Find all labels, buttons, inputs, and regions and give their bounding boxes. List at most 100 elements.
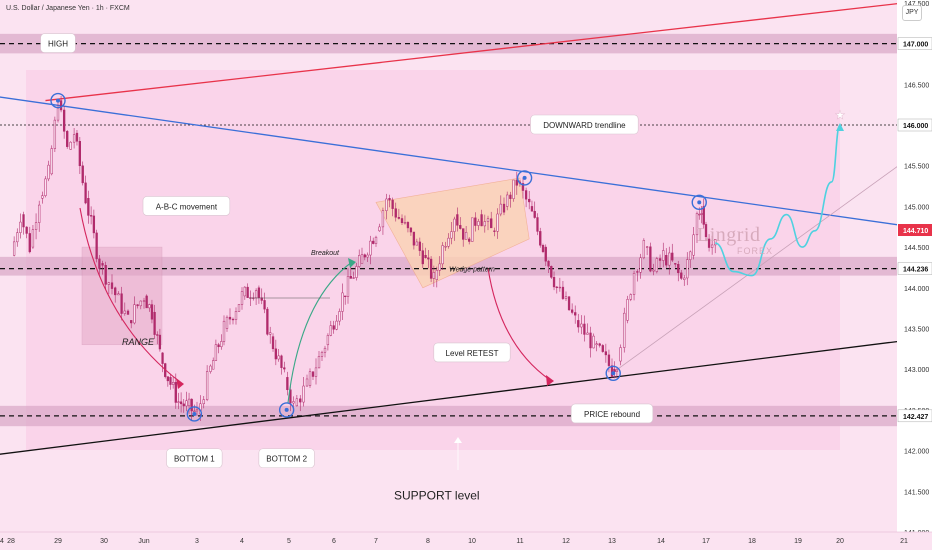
y-tick-label: 143.500 bbox=[904, 327, 929, 334]
candle-body bbox=[528, 198, 531, 203]
candle-body bbox=[182, 403, 185, 407]
candle-body bbox=[225, 316, 229, 329]
candle-body bbox=[366, 254, 369, 258]
candle-body bbox=[308, 371, 312, 386]
annotation: BOTTOM 2 bbox=[258, 448, 315, 469]
marker-dot bbox=[284, 407, 289, 412]
marker-circle bbox=[50, 92, 66, 109]
candle-body bbox=[418, 241, 421, 251]
candle-body bbox=[680, 272, 683, 279]
candle-body bbox=[671, 252, 674, 261]
candle-body bbox=[539, 231, 542, 246]
candle-body bbox=[707, 238, 711, 248]
candle-body bbox=[332, 325, 335, 330]
candle-body bbox=[369, 240, 372, 256]
candle-body bbox=[107, 282, 110, 285]
candle-body bbox=[25, 226, 28, 234]
candle-body bbox=[604, 351, 608, 356]
candle-body bbox=[561, 286, 565, 299]
logo-sub: FOREX bbox=[737, 246, 774, 256]
candle-body bbox=[533, 210, 536, 218]
x-tick-label: 17 bbox=[702, 538, 710, 545]
annotation-label: DOWNWARD trendline bbox=[543, 121, 626, 130]
retest-arrowhead bbox=[546, 375, 554, 386]
candle-body bbox=[397, 217, 401, 219]
candle-body bbox=[101, 263, 104, 266]
candle-body bbox=[391, 199, 394, 209]
candle-body bbox=[615, 369, 619, 372]
x-tick-label: 21 bbox=[900, 538, 908, 545]
candle-body bbox=[558, 286, 562, 289]
marker-circle bbox=[691, 194, 707, 211]
candle-body bbox=[69, 141, 72, 150]
annotation-label: Level RETEST bbox=[446, 349, 499, 358]
candle-body bbox=[16, 232, 19, 243]
candle-body bbox=[126, 310, 130, 315]
price-tag-box bbox=[898, 224, 932, 237]
candle-body bbox=[214, 344, 218, 361]
candle-body bbox=[530, 206, 534, 212]
candle-body bbox=[583, 323, 586, 335]
marker-circle bbox=[278, 402, 295, 418]
currency-button[interactable]: JPY bbox=[902, 5, 922, 21]
candle-body bbox=[689, 251, 692, 260]
candle-body bbox=[610, 365, 614, 377]
candle-body bbox=[506, 194, 509, 207]
candle-body bbox=[133, 304, 136, 324]
candle-body bbox=[260, 297, 263, 301]
candle-body bbox=[385, 198, 388, 211]
candle-body bbox=[580, 323, 583, 328]
price-zone bbox=[0, 33, 897, 54]
candle-body bbox=[462, 228, 465, 240]
candle-body bbox=[544, 246, 547, 262]
abc-arrowhead bbox=[176, 378, 184, 389]
x-tick-label: 11 bbox=[516, 538, 523, 545]
candle-body bbox=[378, 226, 381, 232]
marker-dot bbox=[522, 175, 527, 180]
candle-body bbox=[72, 134, 76, 143]
candle-body bbox=[266, 308, 269, 335]
candle-body bbox=[89, 215, 93, 217]
candle-body bbox=[409, 227, 413, 233]
candle-body bbox=[474, 217, 477, 226]
candle-body bbox=[220, 341, 223, 348]
trendline-downward bbox=[0, 96, 932, 231]
candle-body bbox=[335, 320, 338, 330]
candles bbox=[12, 95, 717, 422]
candle-body bbox=[632, 273, 636, 295]
candle-body bbox=[636, 271, 639, 273]
candle-body bbox=[329, 325, 332, 336]
price-tag: 146.000 bbox=[903, 123, 928, 130]
x-tick-label: 20 bbox=[836, 538, 844, 545]
candle-body bbox=[257, 287, 261, 298]
candle-body bbox=[130, 320, 133, 324]
trendline-support bbox=[0, 340, 905, 455]
candle-body bbox=[314, 367, 318, 377]
price-tag-box bbox=[897, 37, 932, 50]
marker-circle bbox=[186, 406, 203, 422]
candle-body bbox=[269, 332, 272, 335]
candle-body bbox=[702, 206, 705, 225]
candle-body bbox=[577, 320, 580, 328]
candle-body bbox=[117, 293, 120, 296]
candle-body bbox=[400, 218, 404, 223]
candle-body bbox=[710, 244, 714, 248]
candle-body bbox=[415, 241, 419, 246]
candle-body bbox=[427, 257, 430, 260]
annotation: PRICE rebound bbox=[570, 403, 654, 424]
candle-body bbox=[212, 360, 215, 370]
candle-body bbox=[148, 304, 151, 309]
candle-body bbox=[75, 132, 79, 142]
candle-body bbox=[406, 222, 410, 229]
annotation-box bbox=[530, 114, 639, 135]
x-tick-label: 6 bbox=[332, 538, 336, 545]
marker-dot bbox=[697, 200, 702, 205]
x-tick-label: 4 bbox=[240, 538, 244, 545]
target-star-icon: ★ bbox=[835, 108, 846, 122]
candle-body bbox=[283, 367, 286, 370]
candle-body bbox=[502, 203, 506, 213]
y-tick-label: 144.000 bbox=[904, 286, 929, 293]
candle-body bbox=[645, 246, 649, 248]
